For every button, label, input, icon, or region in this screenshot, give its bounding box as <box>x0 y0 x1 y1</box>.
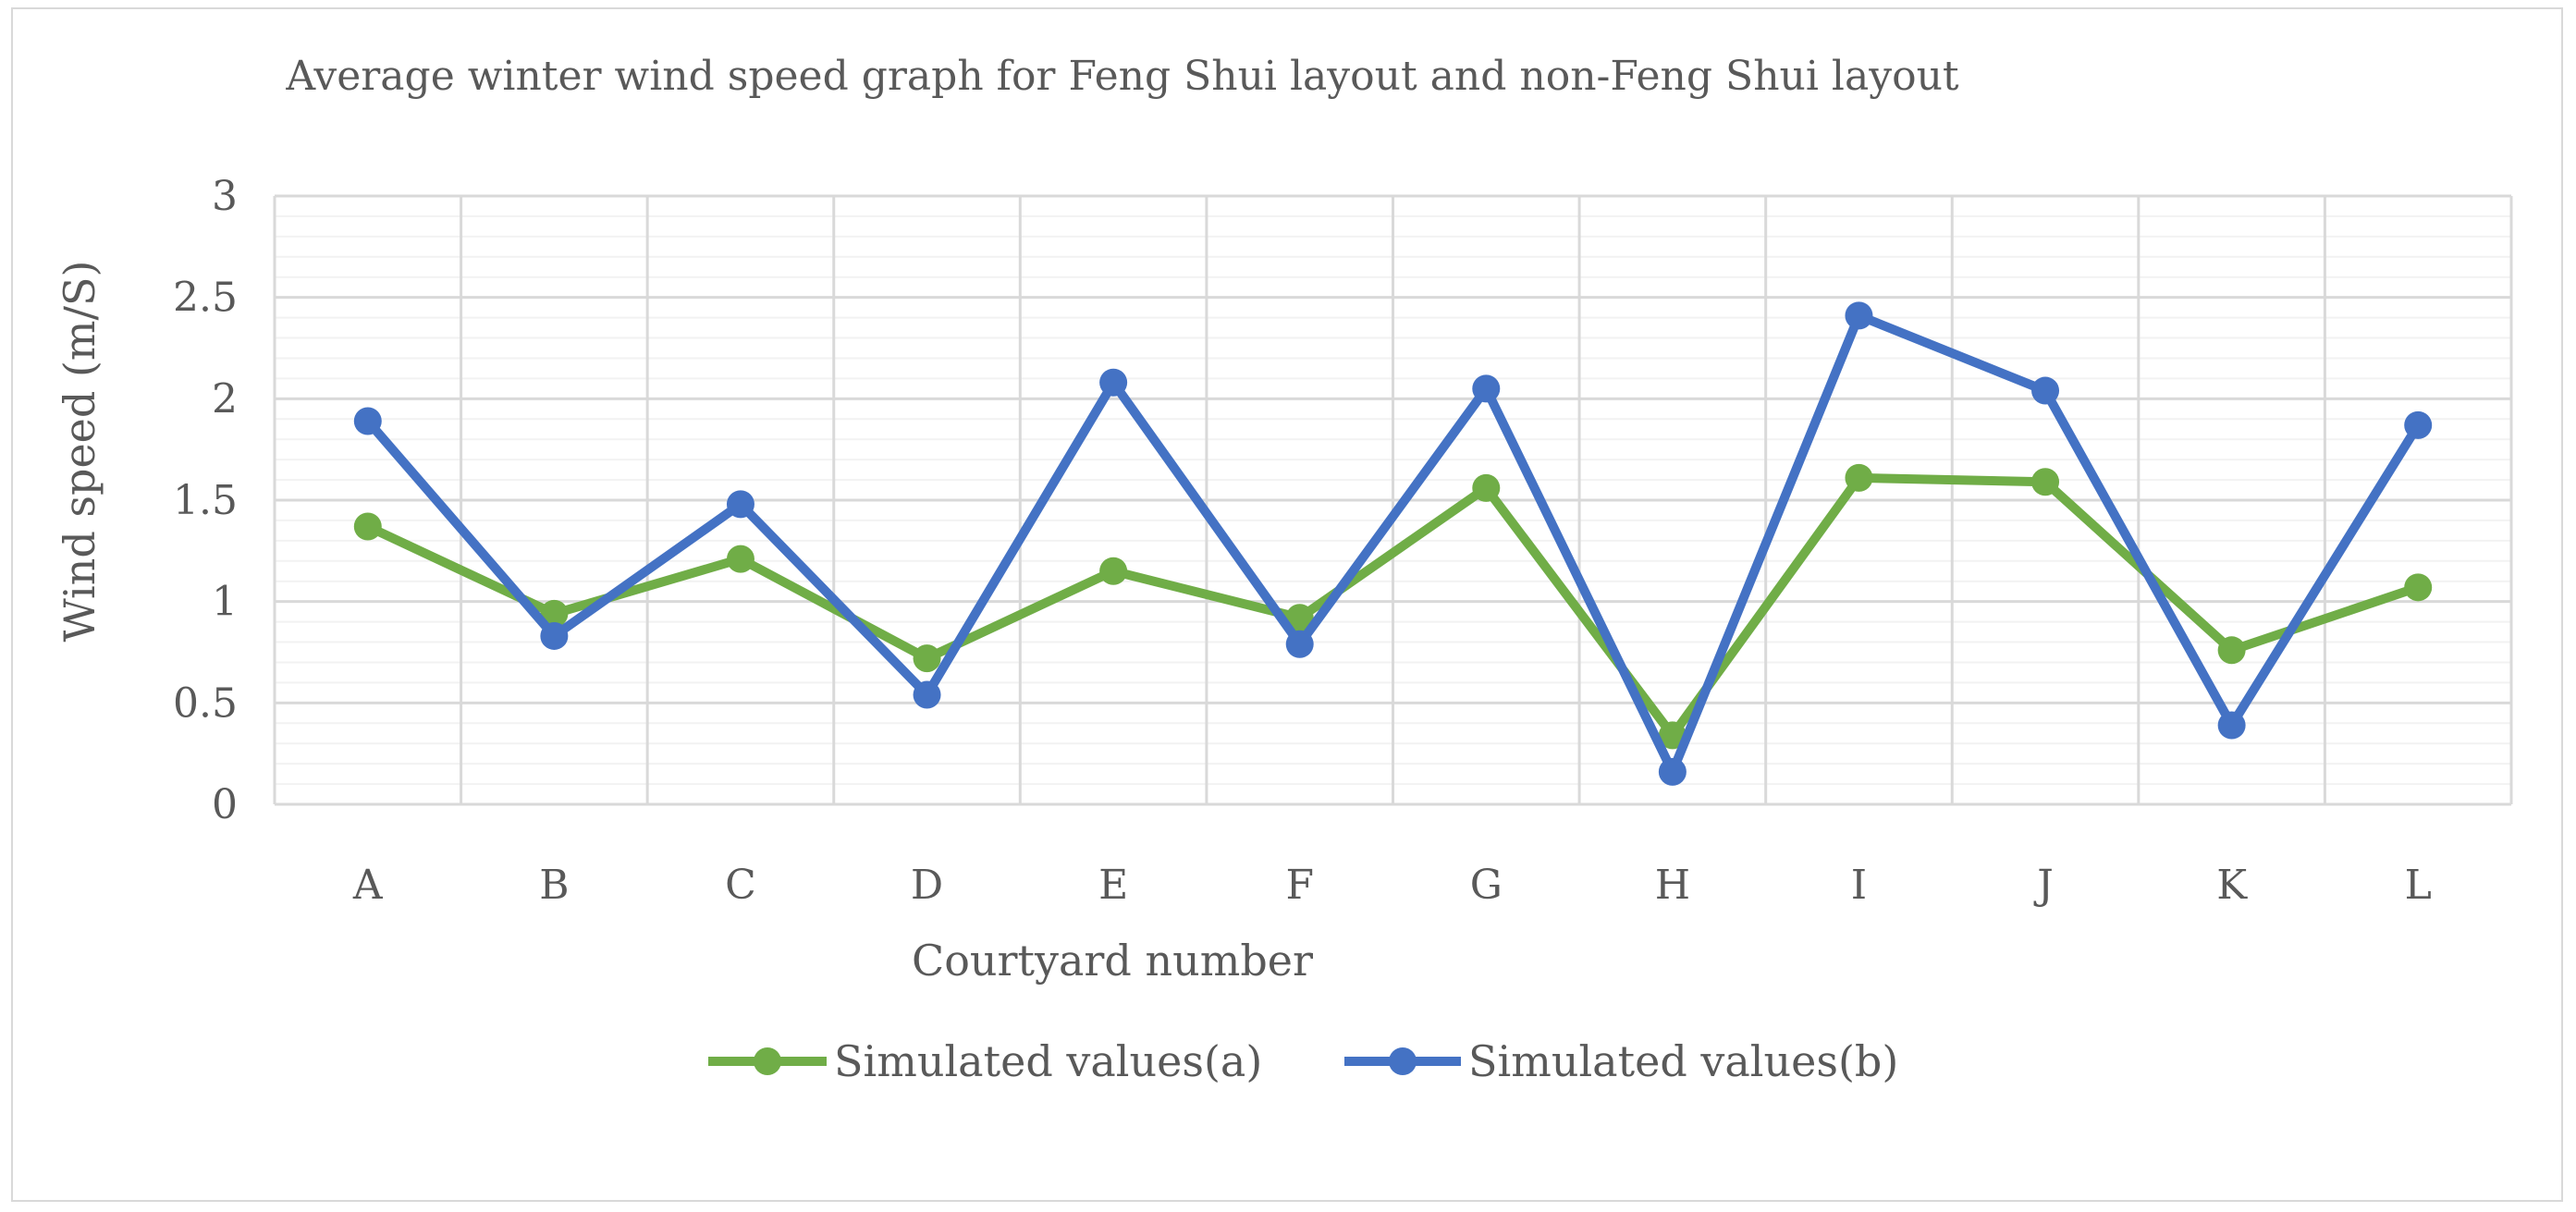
data-point-a <box>1658 721 1687 750</box>
data-point-b <box>1658 757 1687 786</box>
x-tick-label: H <box>1655 862 1690 909</box>
data-point-b <box>353 407 382 435</box>
data-point-a <box>2031 468 2060 496</box>
legend-label-a: Simulated values(a) <box>834 1036 1262 1086</box>
data-point-b <box>1845 301 1873 330</box>
y-tick-label: 3 <box>212 173 238 220</box>
chart-title: Average winter wind speed graph for Feng… <box>285 53 1959 100</box>
x-axis-title: Courtyard number <box>912 936 1313 986</box>
y-tick-label: 2.5 <box>173 275 238 322</box>
y-axis-ticks: 0 0.5 1 1.5 2 2.5 3 <box>173 173 238 828</box>
x-tick-label: G <box>1470 862 1503 909</box>
x-tick-label: B <box>539 862 569 909</box>
data-point-a <box>1099 557 1128 585</box>
x-tick-label: J <box>2033 862 2054 909</box>
y-tick-label: 2 <box>212 375 238 422</box>
data-point-a <box>1285 604 1314 632</box>
data-point-b <box>2404 410 2433 439</box>
y-tick-label: 0.5 <box>173 679 238 727</box>
data-point-a <box>353 512 382 541</box>
x-tick-label: D <box>911 862 943 909</box>
data-point-a <box>913 644 941 673</box>
data-point-b <box>2217 711 2246 740</box>
line-chart: Average winter wind speed graph for Feng… <box>55 53 2513 1086</box>
data-point-a <box>540 599 569 628</box>
legend-marker-b <box>1389 1047 1417 1075</box>
legend-label-b: Simulated values(b) <box>1468 1036 1898 1086</box>
y-axis-title: Wind speed (m/S) <box>55 261 104 643</box>
y-tick-label: 1 <box>212 579 238 626</box>
x-tick-label: L <box>2405 862 2432 909</box>
x-tick-label: A <box>352 862 384 909</box>
y-tick-label: 1.5 <box>173 477 238 524</box>
legend-marker-a <box>754 1047 781 1075</box>
chart-frame: Average winter wind speed graph for Feng… <box>11 7 2563 1202</box>
x-axis-ticks: A B C D E F G H I J K L <box>352 862 2432 909</box>
x-tick-label: K <box>2216 862 2248 909</box>
legend-item-a: Simulated values(a) <box>708 1036 1262 1086</box>
vertical-gridlines <box>273 196 2513 804</box>
data-point-b <box>1285 630 1314 658</box>
data-point-b <box>540 621 569 650</box>
data-point-a <box>2404 573 2433 602</box>
legend-item-b: Simulated values(b) <box>1344 1036 1898 1086</box>
series-layer <box>353 301 2433 786</box>
x-tick-label: C <box>725 862 756 909</box>
x-tick-label: F <box>1285 862 1314 909</box>
y-tick-label: 0 <box>212 781 238 828</box>
data-point-a <box>2217 636 2246 665</box>
data-point-a <box>726 545 754 573</box>
data-point-b <box>1099 368 1128 397</box>
data-point-a <box>1845 463 1873 492</box>
data-point-a <box>1472 473 1501 502</box>
series-line-a <box>362 472 2423 741</box>
x-tick-label: I <box>1851 862 1867 909</box>
data-point-b <box>2031 376 2060 405</box>
series-line-b <box>362 311 2423 777</box>
x-tick-label: E <box>1098 862 1128 909</box>
data-point-b <box>913 680 941 709</box>
legend: Simulated values(a) Simulated values(b) <box>708 1036 1898 1086</box>
data-point-b <box>726 490 754 519</box>
data-point-b <box>1472 374 1501 403</box>
